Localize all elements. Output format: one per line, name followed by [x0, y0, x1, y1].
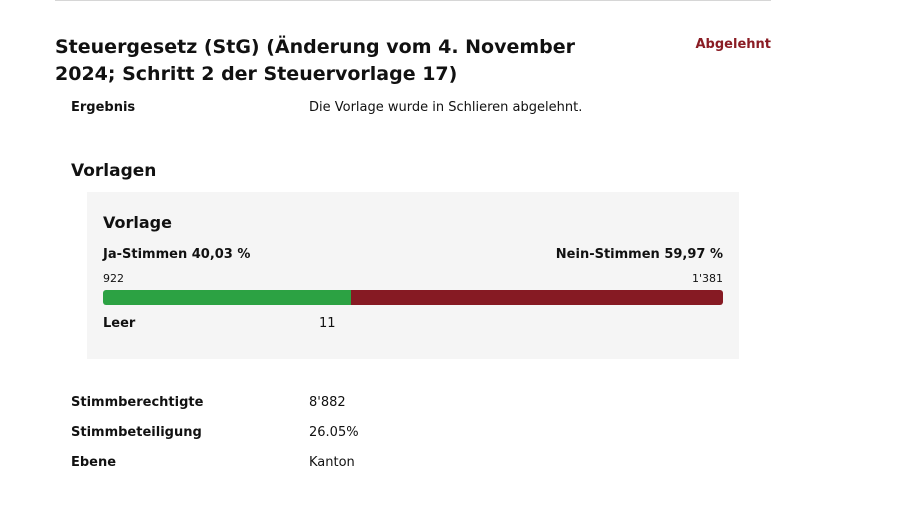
- vorlage-title: Vorlage: [103, 213, 172, 232]
- vorlage-card: Vorlage Ja-Stimmen 40,03 % Nein-Stimmen …: [87, 192, 739, 359]
- detail-value: 26.05%: [309, 425, 359, 440]
- yes-votes-count: 922: [103, 272, 124, 285]
- top-divider: [55, 0, 771, 1]
- yes-share-bar: [103, 290, 352, 305]
- result-label: Ergebnis: [71, 100, 136, 115]
- yes-votes-label: Ja-Stimmen 40,03 %: [103, 247, 251, 262]
- section-heading: Vorlagen: [71, 161, 157, 181]
- empty-votes-value: 11: [319, 316, 336, 331]
- detail-label: Stimmberechtigte: [71, 395, 204, 410]
- no-votes-count: 1'381: [691, 272, 723, 285]
- result-text: Die Vorlage wurde in Schlieren abgelehnt…: [309, 100, 583, 115]
- status-badge: Abgelehnt: [695, 37, 772, 52]
- vote-header: Steuergesetz (StG) (Änderung vom 4. Nove…: [55, 34, 771, 88]
- no-votes-label: Nein-Stimmen 59,97 %: [555, 247, 723, 262]
- detail-label: Stimmbeteiligung: [71, 425, 202, 440]
- vote-title: Steuergesetz (StG) (Änderung vom 4. Nove…: [55, 36, 576, 85]
- empty-votes-label: Leer: [103, 316, 136, 331]
- detail-label: Ebene: [71, 455, 117, 470]
- no-share-bar: [351, 290, 723, 305]
- detail-value: Kanton: [309, 455, 355, 470]
- detail-value: 8'882: [309, 395, 346, 410]
- vote-result-bar: [103, 290, 723, 305]
